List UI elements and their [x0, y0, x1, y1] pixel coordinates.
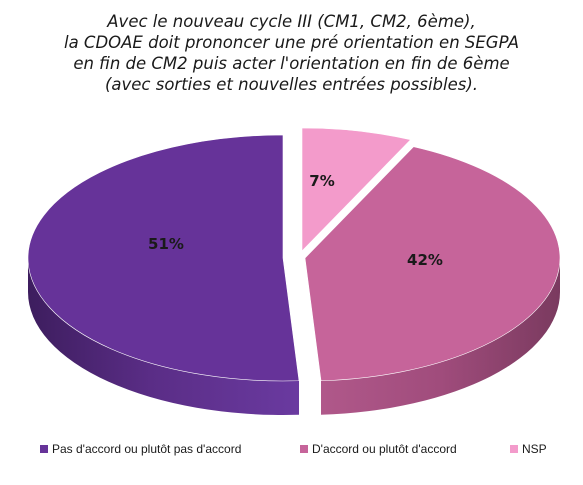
pie-slice-side — [28, 258, 300, 416]
pie-chart: 7% 42% 51% — [27, 127, 561, 416]
pie-slice-label: 42% — [407, 251, 443, 269]
chart-title-line: en fin de CM2 puis acter l'orientation e… — [73, 54, 510, 73]
legend-label: D'accord ou plutôt d'accord — [312, 442, 457, 456]
legend-swatch — [300, 445, 308, 453]
legend-item: NSP — [510, 442, 547, 456]
pie-slice-label: 7% — [309, 172, 334, 190]
pie-slice — [301, 127, 412, 252]
pie-slice — [27, 134, 300, 382]
legend-swatch — [40, 445, 48, 453]
legend-item: D'accord ou plutôt d'accord — [300, 442, 457, 456]
chart-title-line: Avec le nouveau cycle III (CM1, CM2, 6èm… — [107, 12, 476, 31]
chart-legend: Pas d'accord ou plutôt pas d'accord D'ac… — [0, 442, 583, 462]
chart-title-line: (avec sorties et nouvelles entrées possi… — [104, 75, 479, 94]
chart-title: Avec le nouveau cycle III (CM1, CM2, 6èm… — [0, 11, 583, 95]
legend-label: NSP — [522, 442, 547, 456]
pie-slice-label: 51% — [148, 235, 184, 253]
legend-item: Pas d'accord ou plutôt pas d'accord — [40, 442, 241, 456]
chart-title-line: la CDOAE doit prononcer une pré orientat… — [63, 33, 519, 52]
legend-swatch — [510, 445, 518, 453]
legend-label: Pas d'accord ou plutôt pas d'accord — [52, 442, 242, 456]
pie-slice — [304, 146, 561, 382]
